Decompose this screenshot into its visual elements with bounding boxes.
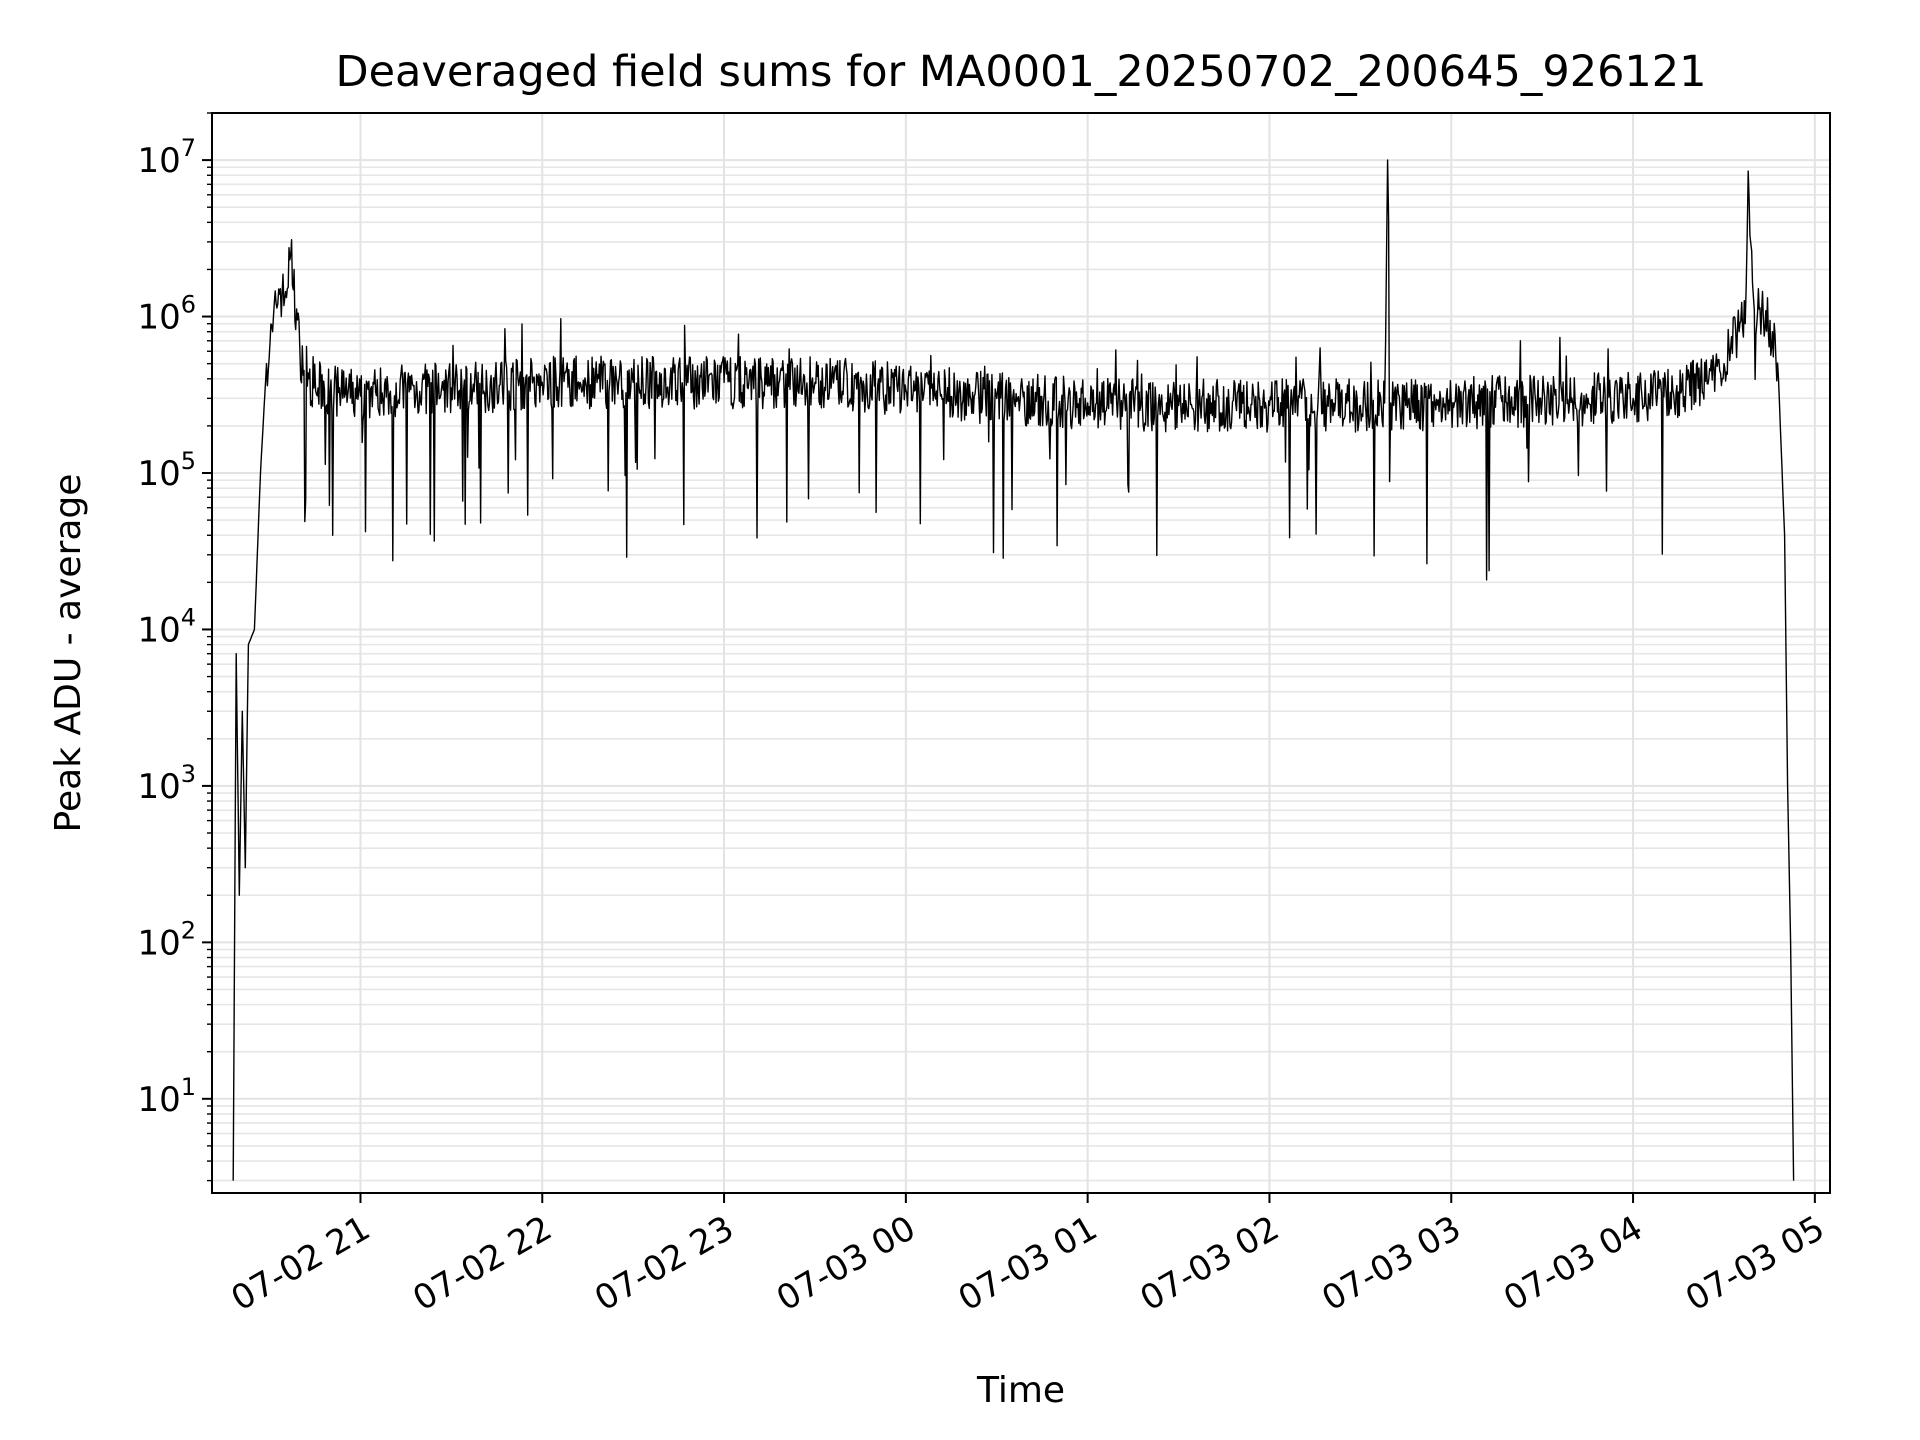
series-line (232, 159, 1795, 1181)
y-axis-label: Peak ADU - average (48, 474, 89, 833)
y-tick-label: 104 (137, 603, 196, 650)
y-tick-label: 107 (137, 134, 196, 181)
major-grid (212, 113, 1830, 1193)
y-tick-label: 103 (137, 760, 196, 807)
chart-title: Deaveraged field sums for MA0001_2025070… (335, 47, 1706, 97)
x-axis-label: Time (976, 1370, 1065, 1411)
y-tick-label: 102 (137, 916, 196, 963)
y-tick-label: 101 (137, 1073, 196, 1120)
y-tick-label: 105 (137, 447, 196, 494)
y-tick-label: 106 (137, 291, 196, 338)
y-axis: 101 102 103 104 105 106 107 (137, 112, 212, 1182)
